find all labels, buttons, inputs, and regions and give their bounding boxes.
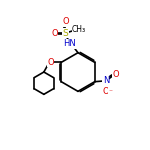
Text: HN: HN: [63, 39, 76, 48]
Text: O: O: [47, 58, 54, 67]
Text: O: O: [103, 87, 110, 96]
Text: ⁻: ⁻: [109, 87, 113, 96]
Text: O: O: [112, 70, 119, 79]
Text: CH₃: CH₃: [72, 25, 86, 34]
Text: O: O: [51, 29, 58, 38]
Text: S: S: [62, 29, 68, 38]
Text: O: O: [62, 17, 69, 26]
Text: N: N: [103, 76, 109, 85]
